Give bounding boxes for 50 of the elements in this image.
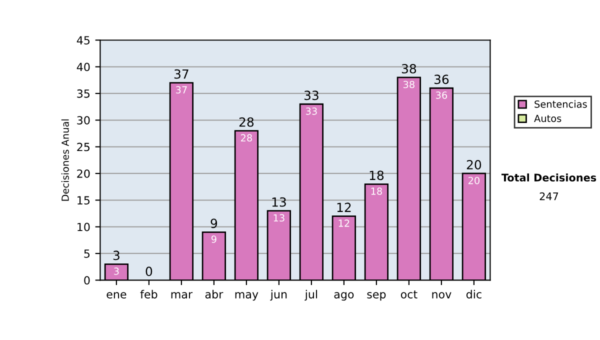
total-label: 12 (337, 202, 351, 212)
data-label: 18 (371, 188, 382, 195)
total-label: 18 (370, 170, 384, 180)
y-tick-label: 35 (77, 89, 90, 98)
data-label: 9 (211, 236, 216, 243)
data-label: 38 (404, 80, 414, 88)
x-tick-label: sep (367, 292, 386, 301)
total-label: 20 (466, 160, 482, 170)
data-label: 3 (114, 268, 119, 275)
total-label: 36 (434, 74, 449, 84)
x-tick-label: nov (432, 292, 452, 298)
x-tick-label: abr (205, 290, 224, 298)
total-label: 38 (402, 64, 416, 74)
y-tick-label: 25 (77, 142, 90, 152)
text: 247 (540, 192, 558, 200)
data-label: 12 (338, 220, 350, 227)
x-tick-label: jul (304, 290, 318, 301)
text: Total Decisiones (501, 173, 596, 182)
x-tick-label: dic (466, 290, 482, 298)
x-tick-label: ene (106, 292, 126, 298)
data-label: 28 (240, 134, 252, 142)
total-label: 3 (113, 250, 120, 260)
total-label: 33 (304, 90, 318, 100)
total-label: 37 (174, 69, 188, 79)
y-tick-label: 10 (78, 222, 90, 232)
data-label: 13 (274, 214, 284, 222)
y-tick-label: 0 (84, 276, 90, 285)
total-label: 28 (239, 117, 254, 127)
data-label: 33 (306, 108, 317, 115)
total-label: 13 (272, 197, 286, 207)
x-tick-label: mar (171, 292, 193, 298)
y-tick-label: 40 (76, 62, 90, 72)
x-tick-label: oct (400, 290, 418, 298)
legend-label: Autos (534, 114, 562, 122)
legend-label: Sentencias (534, 100, 587, 108)
x-tick-label: feb (140, 290, 158, 298)
data-label: 37 (176, 86, 187, 94)
y-tick-label: 45 (76, 36, 90, 44)
y-tick-label: 15 (78, 196, 90, 205)
y-tick-label: 5 (84, 250, 90, 258)
total-label: 9 (210, 218, 218, 228)
y-axis-title: Decisiones Anual (61, 119, 69, 201)
x-tick-label: ago (334, 292, 354, 301)
y-tick-label: 30 (77, 116, 90, 125)
y-tick-label: 20 (77, 169, 90, 178)
data-label: 36 (436, 92, 448, 99)
x-tick-label: may (235, 292, 258, 301)
total-label: 0 (146, 266, 152, 276)
data-label: 20 (468, 176, 480, 184)
x-tick-label: jun (270, 290, 287, 301)
